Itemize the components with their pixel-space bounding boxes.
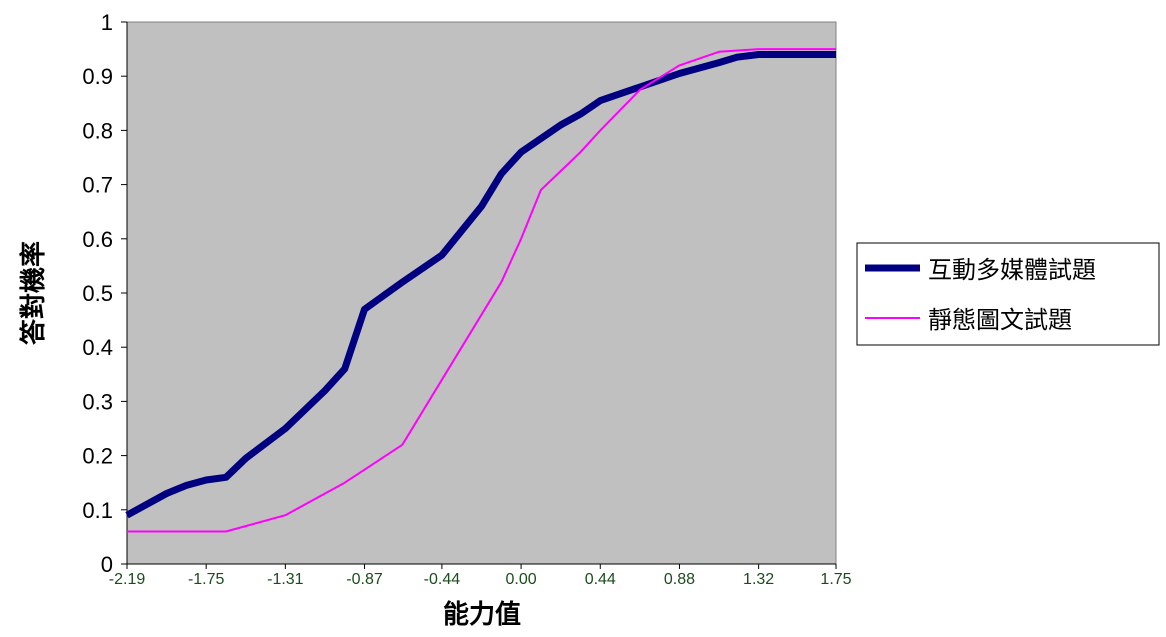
y-axis-ticks: 0 0.1 0.2 0.3 0.4 0.5 0.6 0.7 0.8 0.9 1 — [82, 10, 127, 577]
y-tick-label: 0.1 — [82, 498, 113, 523]
legend-label-static: 靜態圖文試題 — [928, 306, 1072, 334]
series-line-static-text — [127, 48, 836, 533]
legend-label-interactive: 互動多媒體試題 — [928, 256, 1096, 284]
y-tick-label: 0.6 — [82, 227, 113, 252]
y-axis-title: 答對機率 — [18, 241, 49, 345]
legend-box — [856, 242, 1160, 346]
x-tick-label: -0.87 — [346, 571, 383, 588]
y-tick-label: 0.5 — [82, 281, 113, 306]
x-tick-label: 0.88 — [664, 571, 695, 588]
y-tick-label: 1 — [101, 10, 113, 35]
plot-area — [126, 21, 837, 565]
series-line-interactive-multimedia — [125, 51, 836, 519]
x-tick-label: 1.32 — [743, 571, 774, 588]
y-tick-label: 0 — [101, 552, 113, 577]
x-tick-label: 1.75 — [820, 571, 851, 588]
x-tick-label: -1.31 — [267, 571, 304, 588]
legend: 互動多媒體試題 靜態圖文試題 — [856, 242, 1160, 346]
y-tick-label: 0.2 — [82, 444, 113, 469]
x-axis-ticks: -2.19 -1.75 -1.31 -0.87 -0.44 0.00 0.44 0.88 1.3… — [109, 564, 852, 588]
x-tick-label: -2.19 — [109, 571, 146, 588]
y-tick-label: 0.8 — [82, 118, 113, 143]
y-tick-label: 0.7 — [82, 173, 113, 198]
x-tick-label: -1.75 — [188, 571, 225, 588]
x-tick-label: 0.00 — [506, 571, 537, 588]
series-layer — [125, 48, 836, 533]
x-axis-title: 能力值 — [443, 599, 521, 630]
x-tick-label: -0.44 — [424, 571, 461, 588]
y-tick-label: 0.3 — [82, 389, 113, 414]
y-tick-label: 0.4 — [82, 335, 113, 360]
y-tick-label: 0.9 — [82, 64, 113, 89]
x-tick-label: 0.44 — [585, 571, 616, 588]
